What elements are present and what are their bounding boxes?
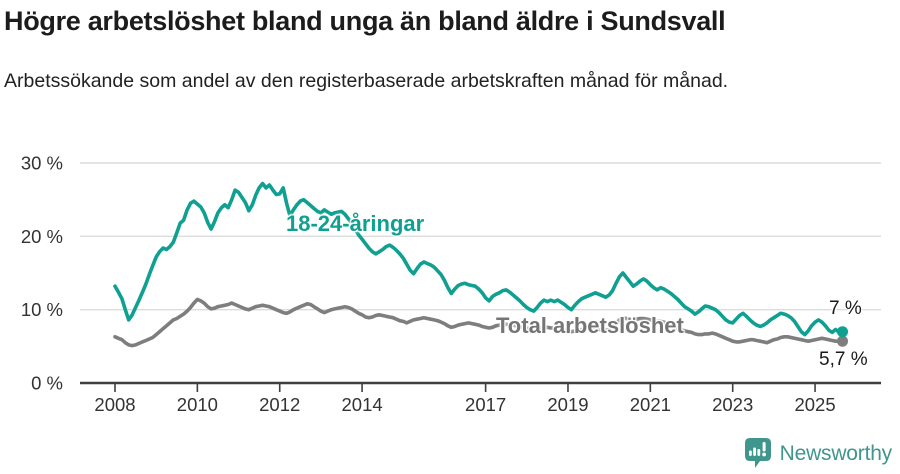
series-label-18-24: 18-24-åringar [286, 211, 425, 236]
series-line-18-24-åringar [113, 181, 845, 337]
x-tick-label-2010: 2010 [177, 394, 218, 415]
series-line-Total arbetslöshet [113, 297, 845, 348]
x-tick-label-2019: 2019 [547, 394, 588, 415]
x-tick-label-2025: 2025 [794, 394, 835, 415]
end-dot-18-24-åringar [837, 326, 848, 338]
series-label-total: Total arbetslöshet [496, 313, 684, 338]
x-axis: 2008 2010 2012 2014 2017 2019 2021 2023 2025 [94, 384, 836, 415]
y-tick-label-10: 10 % [21, 299, 63, 320]
newsworthy-icon [744, 438, 771, 468]
x-tick-label-2012: 2012 [259, 394, 300, 415]
page-title: Högre arbetslöshet bland unga än bland ä… [4, 6, 726, 36]
x-tick-label-2008: 2008 [94, 394, 135, 415]
end-value-label-18-24: 7 % [829, 298, 862, 319]
gridlines [80, 162, 881, 385]
y-tick-label-30: 30 % [21, 153, 63, 174]
chart-subtitle: Arbetssökande som andel av den registerb… [4, 70, 729, 92]
data-series [113, 181, 848, 348]
newsworthy-wordmark: Newsworthy [779, 441, 893, 465]
y-tick-label-0: 0 % [31, 373, 63, 394]
x-tick-label-2017: 2017 [465, 394, 506, 415]
x-tick-label-2014: 2014 [342, 394, 383, 415]
y-tick-label-20: 20 % [21, 226, 63, 247]
newsworthy-logo[interactable]: Newsworthy [743, 437, 892, 470]
x-tick-label-2023: 2023 [712, 394, 753, 415]
end-value-label-total: 5,7 % [819, 349, 868, 370]
end-dot-Total arbetslöshet [837, 335, 848, 347]
y-axis-labels: 0 % 10 % 20 % 30 % [21, 153, 63, 394]
x-tick-label-2021: 2021 [630, 394, 671, 415]
